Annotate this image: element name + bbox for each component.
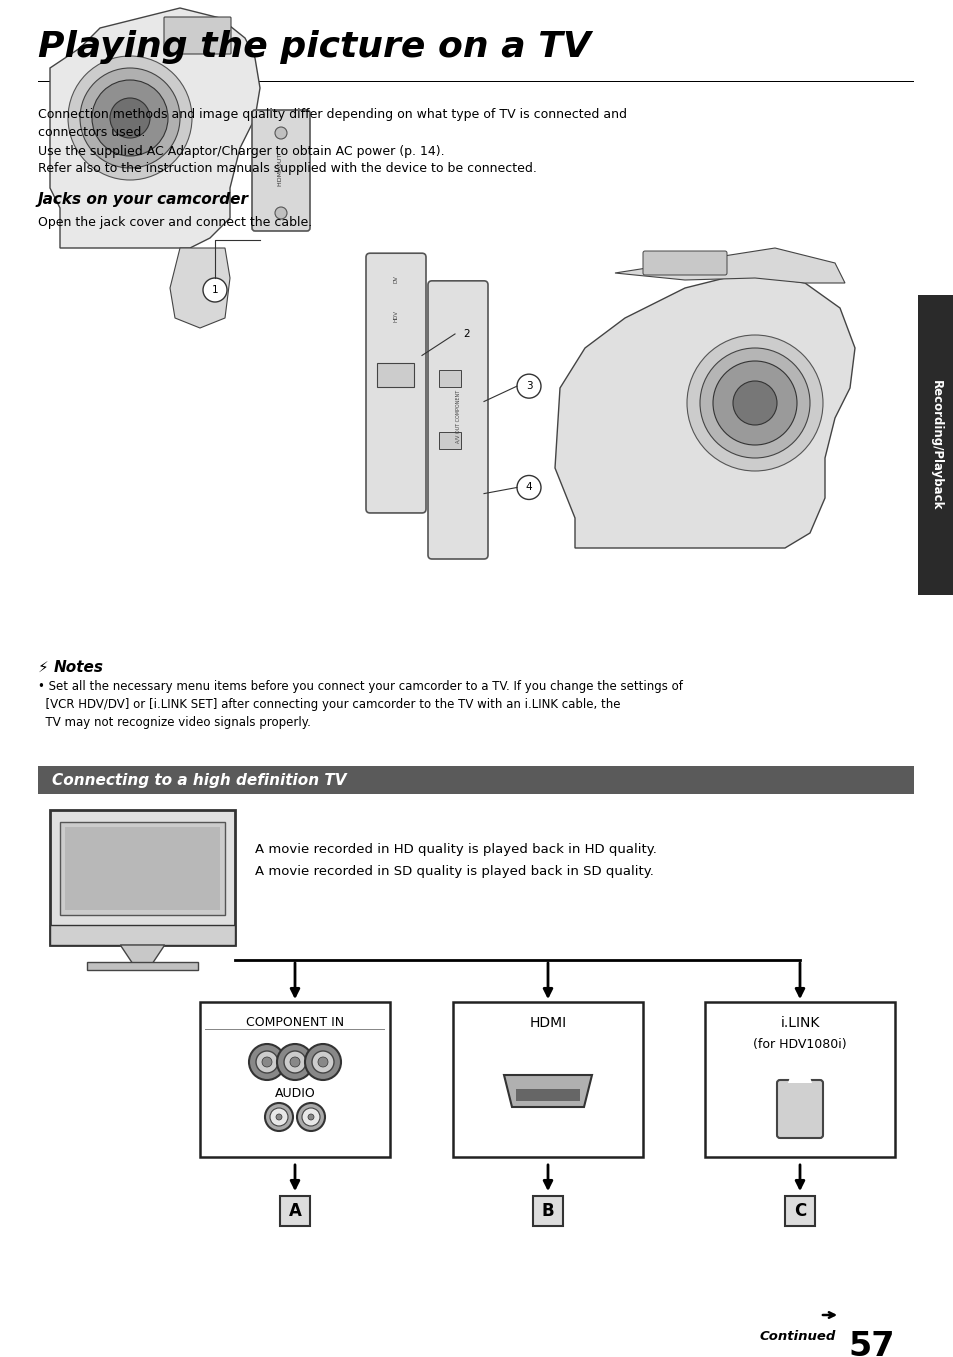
FancyBboxPatch shape [366,254,426,513]
FancyBboxPatch shape [642,251,726,275]
Polygon shape [170,248,230,328]
Text: • Set all the necessary menu items before you connect your camcorder to a TV. If: • Set all the necessary menu items befor… [38,680,682,729]
Text: Connection methods and image quality differ depending on what type of TV is conn: Connection methods and image quality dif… [38,109,626,140]
Circle shape [91,80,168,156]
Circle shape [312,1052,334,1073]
Text: A movie recorded in SD quality is played back in SD quality.: A movie recorded in SD quality is played… [254,864,653,878]
Bar [533,1196,562,1225]
Circle shape [290,1057,299,1067]
Text: HDMI OUT: HDMI OUT [278,153,283,186]
Polygon shape [503,1075,592,1107]
Text: (for HDV1080i): (for HDV1080i) [753,1038,846,1052]
Text: HDMI: HDMI [529,1016,566,1030]
Circle shape [276,1044,313,1080]
Circle shape [203,278,227,303]
Circle shape [305,1044,340,1080]
Bar [784,1196,814,1225]
Circle shape [700,347,809,459]
Bar [704,1001,894,1158]
Text: Open the jack cover and connect the cable.: Open the jack cover and connect the cabl… [38,216,312,229]
Bar [60,822,225,915]
Circle shape [302,1109,319,1126]
Circle shape [270,1109,288,1126]
Circle shape [712,361,796,445]
Circle shape [80,68,180,168]
Text: ⚡: ⚡ [38,660,49,674]
Bar [516,1090,579,1101]
Polygon shape [615,248,844,284]
Text: HDV: HDV [393,309,398,322]
Text: Use the supplied AC Adaptor/Charger to obtain AC power (p. 14).: Use the supplied AC Adaptor/Charger to o… [38,145,444,157]
Circle shape [517,375,540,398]
Circle shape [68,56,192,180]
Circle shape [317,1057,328,1067]
Circle shape [455,322,478,346]
Text: i.LINK: i.LINK [780,1016,819,1030]
Bar [50,925,234,944]
Circle shape [110,98,150,138]
Text: 1: 1 [212,285,218,294]
Circle shape [249,1044,285,1080]
Text: C: C [793,1202,805,1220]
Bar [280,1196,310,1225]
Circle shape [284,1052,306,1073]
Text: A movie recorded in HD quality is played back in HD quality.: A movie recorded in HD quality is played… [254,843,657,856]
FancyBboxPatch shape [438,432,460,449]
Text: 57: 57 [847,1330,894,1357]
Polygon shape [50,8,260,248]
Bar [38,80,913,81]
Circle shape [517,475,540,499]
FancyBboxPatch shape [428,281,488,559]
FancyBboxPatch shape [252,110,310,231]
Bar [200,1001,390,1158]
FancyBboxPatch shape [376,364,414,387]
Text: COMPONENT IN: COMPONENT IN [246,1016,344,1029]
FancyBboxPatch shape [776,1080,822,1139]
Text: Connecting to a high definition TV: Connecting to a high definition TV [52,772,346,787]
Circle shape [262,1057,272,1067]
Circle shape [296,1103,325,1130]
Circle shape [732,381,776,425]
FancyBboxPatch shape [50,810,234,944]
Text: A: A [288,1202,301,1220]
Circle shape [274,208,287,218]
Text: 3: 3 [525,381,532,391]
Text: Jacks on your camcorder: Jacks on your camcorder [38,191,249,208]
Polygon shape [555,273,854,548]
Text: Continued: Continued [760,1330,836,1343]
FancyBboxPatch shape [164,18,231,54]
Circle shape [275,1114,282,1120]
Text: A/V OUT COMPONENT: A/V OUT COMPONENT [455,391,460,444]
Bar [87,962,198,970]
Bar [917,294,953,594]
Bar [65,826,220,911]
Polygon shape [787,1071,811,1083]
Text: Playing the picture on a TV: Playing the picture on a TV [38,30,590,64]
Circle shape [255,1052,277,1073]
Text: 4: 4 [525,483,532,493]
Circle shape [308,1114,314,1120]
Circle shape [274,128,287,138]
Circle shape [265,1103,293,1130]
Bar [453,1001,642,1158]
Text: Recording/Playback: Recording/Playback [928,380,942,510]
Text: Refer also to the instruction manuals supplied with the device to be connected.: Refer also to the instruction manuals su… [38,161,537,175]
Text: DV: DV [393,274,398,282]
Circle shape [686,335,822,471]
Text: 2: 2 [463,328,470,339]
Text: B: B [541,1202,554,1220]
Polygon shape [120,944,165,965]
Text: Notes: Notes [54,660,104,674]
FancyBboxPatch shape [438,370,460,387]
Bar [38,765,913,794]
Text: AUDIO: AUDIO [274,1087,315,1101]
